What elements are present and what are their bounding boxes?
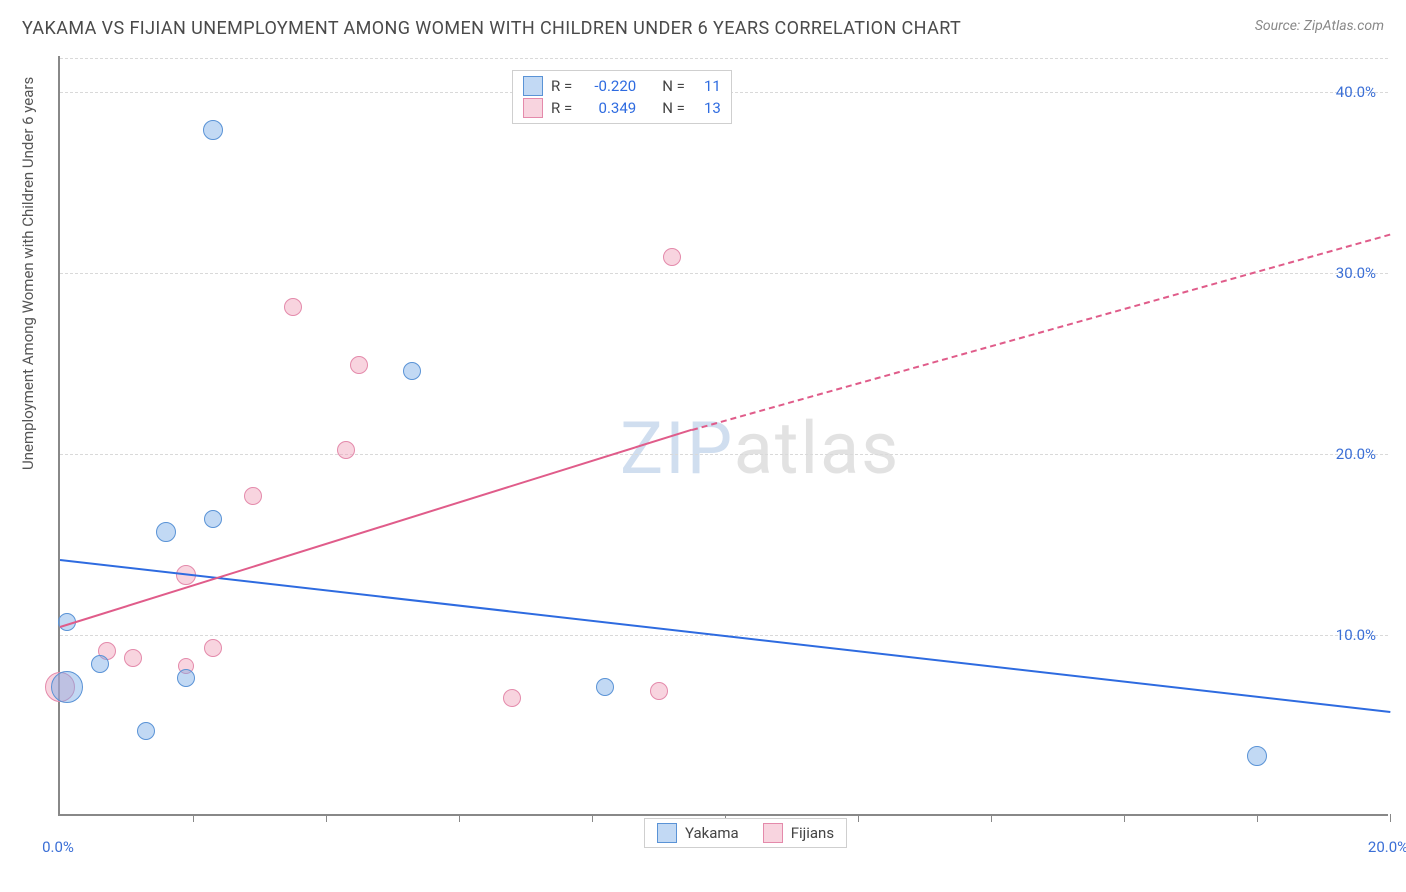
data-point-fijians <box>204 639 222 657</box>
data-point-fijians <box>503 689 521 707</box>
x-tick-mark <box>1257 814 1258 822</box>
stats-row-fijians: R = 0.349 N = 13 <box>523 97 721 119</box>
x-tick-label: 0.0% <box>42 838 74 856</box>
swatch-fijians <box>523 98 543 118</box>
stat-r-value-yakama: -0.220 <box>580 75 636 97</box>
x-tick-label: 20.0% <box>1368 838 1406 856</box>
data-point-fijians <box>650 682 668 700</box>
data-point-yakama <box>403 362 421 380</box>
swatch-yakama <box>523 76 543 96</box>
gridline-h <box>60 58 1388 59</box>
x-tick-mark <box>193 814 194 822</box>
x-tick-mark <box>326 814 327 822</box>
stat-r-value-fijians: 0.349 <box>580 97 636 119</box>
x-tick-mark <box>858 814 859 822</box>
chart-title: YAKAMA VS FIJIAN UNEMPLOYMENT AMONG WOME… <box>22 18 961 39</box>
swatch-fijians <box>763 823 783 843</box>
x-tick-mark <box>991 814 992 822</box>
data-point-yakama <box>91 655 109 673</box>
data-point-fijians <box>244 487 262 505</box>
legend-item-fijians: Fijians <box>763 823 834 843</box>
watermark: ZIPatlas <box>620 406 900 491</box>
data-point-fijians <box>350 356 368 374</box>
data-point-yakama <box>177 669 195 687</box>
chart-container: Unemployment Among Women with Children U… <box>0 48 1406 892</box>
y-tick-label: 30.0% <box>1336 264 1376 282</box>
data-point-fijians <box>337 441 355 459</box>
stat-n-label: N = <box>662 75 685 97</box>
gridline-h <box>60 273 1388 274</box>
data-point-fijians <box>284 298 302 316</box>
y-tick-label: 20.0% <box>1336 445 1376 463</box>
legend-label-fijians: Fijians <box>791 824 834 842</box>
chart-header: YAKAMA VS FIJIAN UNEMPLOYMENT AMONG WOME… <box>0 0 1406 47</box>
data-point-yakama <box>1247 746 1267 766</box>
regression-line-dashed <box>691 233 1390 430</box>
gridline-h <box>60 454 1388 455</box>
watermark-atlas: atlas <box>734 406 901 491</box>
legend-label-yakama: Yakama <box>685 824 739 842</box>
watermark-zip: ZIP <box>620 406 734 491</box>
data-point-fijians <box>663 248 681 266</box>
y-tick-label: 10.0% <box>1336 626 1376 644</box>
x-tick-mark <box>1124 814 1125 822</box>
data-point-yakama <box>204 510 222 528</box>
stat-n-label: N = <box>662 97 685 119</box>
data-point-yakama <box>51 671 83 703</box>
x-tick-mark <box>1390 814 1391 822</box>
legend-item-yakama: Yakama <box>657 823 739 843</box>
data-point-yakama <box>596 678 614 696</box>
y-axis-label: Unemployment Among Women with Children U… <box>19 77 37 470</box>
data-point-yakama <box>156 522 176 542</box>
data-point-yakama <box>203 120 223 140</box>
data-point-yakama <box>137 722 155 740</box>
stat-r-label: R = <box>551 97 572 119</box>
y-tick-label: 40.0% <box>1336 83 1376 101</box>
swatch-yakama <box>657 823 677 843</box>
x-tick-mark <box>592 814 593 822</box>
x-tick-mark <box>459 814 460 822</box>
data-point-fijians <box>124 649 142 667</box>
series-legend: Yakama Fijians <box>644 818 847 848</box>
regression-line <box>60 429 692 628</box>
stats-row-yakama: R = -0.220 N = 11 <box>523 75 721 97</box>
stats-legend: R = -0.220 N = 11 R = 0.349 N = 13 <box>512 70 732 124</box>
stat-n-value-yakama: 11 <box>693 75 721 97</box>
stat-n-value-fijians: 13 <box>693 97 721 119</box>
stat-r-label: R = <box>551 75 572 97</box>
plot-area: ZIPatlas 10.0% 20.0% 30.0% 40.0% R = -0.220 N … <box>58 56 1388 816</box>
chart-source: Source: ZipAtlas.com <box>1255 18 1384 34</box>
